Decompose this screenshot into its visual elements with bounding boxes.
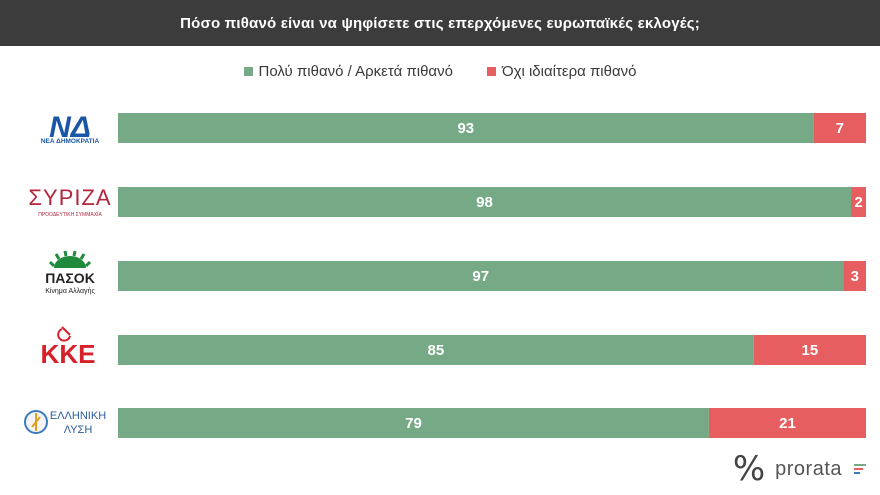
logo-pasok-mark: ΠΑΣΟΚ (45, 270, 95, 286)
bar-likely-4 (118, 408, 709, 438)
footer-brand: % prorata (733, 449, 866, 489)
logo-kke: ΚΚΕ (41, 326, 96, 369)
data-label-likely-1: 98 (476, 194, 493, 211)
title-bar: Πόσο πιθανό είναι να ψηφίσετε στις επερχ… (0, 0, 880, 46)
data-label-likely-4: 79 (405, 415, 422, 432)
brand-bars-icon (854, 464, 866, 474)
bar-likely-0 (118, 113, 814, 143)
logo-pasok: ΠΑΣΟΚ Κίνημα Αλλαγής (45, 250, 95, 295)
bar-unlikely-2 (843, 261, 866, 291)
legend: Πολύ πιθανό / Αρκετά πιθανό Όχι ιδιαίτερ… (0, 63, 880, 80)
legend-label-likely: Πολύ πιθανό / Αρκετά πιθανό (258, 63, 453, 80)
data-label-unlikely-0: 7 (836, 120, 844, 137)
legend-item-unlikely: Όχι ιδιαίτερα πιθανό (486, 63, 637, 80)
data-label-likely-2: 97 (472, 268, 489, 285)
logo-nd: ΝΔ ΝΕΑ ΔΗΜΟΚΡΑΤΙΑ (41, 111, 100, 145)
legend-swatch-likely (243, 67, 253, 76)
bar-unlikely-0 (813, 113, 866, 143)
logo-nd-mark: ΝΔ (49, 111, 91, 144)
logo-syriza-mark: ΣΥΡΙΖΑ (28, 185, 111, 210)
logo-kke-mark: ΚΚΕ (41, 339, 96, 369)
chart-title: Πόσο πιθανό είναι να ψηφίσετε στις επερχ… (180, 14, 700, 32)
data-label-unlikely-1: 2 (854, 194, 862, 211)
data-label-unlikely-2: 3 (851, 268, 859, 285)
data-label-unlikely-3: 15 (802, 342, 819, 359)
data-label-likely-0: 93 (457, 120, 474, 137)
logo-pasok-subtitle: Κίνημα Αλλαγής (45, 287, 95, 295)
logo-kke-hammer-sickle-icon (57, 326, 71, 342)
bar-likely-3 (118, 335, 754, 365)
footer-symbol: % (732, 449, 766, 489)
logo-elliniki-lysi: ΕΛΛΗΝΙΚΗ ΛΥΣΗ (24, 410, 106, 436)
bar-likely-1 (118, 187, 852, 217)
logo-syriza: ΣΥΡΙΖΑ ΠΡΟΟΔΕΥΤΙΚΗ ΣΥΜΜΑΧΙΑ (28, 185, 111, 218)
data-label-likely-3: 85 (428, 342, 445, 359)
logo-nd-subtitle: ΝΕΑ ΔΗΜΟΚΡΑΤΙΑ (41, 138, 100, 145)
legend-label-unlikely: Όχι ιδιαίτερα πιθανό (501, 63, 637, 80)
data-label-unlikely-4: 21 (779, 415, 796, 432)
bar-unlikely-1 (851, 187, 866, 217)
logo-pasok-sun-icon (48, 250, 92, 268)
legend-swatch-unlikely (486, 67, 496, 76)
bar-unlikely-3 (753, 335, 866, 365)
bar-unlikely-4 (708, 408, 866, 438)
logo-syriza-subtitle: ΠΡΟΟΔΕΥΤΙΚΗ ΣΥΜΜΑΧΙΑ (38, 212, 102, 218)
footer-brand-name: prorata (775, 457, 842, 480)
legend-item-likely: Πολύ πιθανό / Αρκετά πιθανό (243, 63, 453, 80)
logo-el-line1: ΕΛΛΗΝΙΚΗ (50, 410, 106, 422)
bars-group: 93 7 98 2 97 3 85 15 79 21 (118, 113, 866, 438)
logo-el-line2: ΛΥΣΗ (64, 424, 93, 436)
bar-likely-2 (118, 261, 844, 291)
